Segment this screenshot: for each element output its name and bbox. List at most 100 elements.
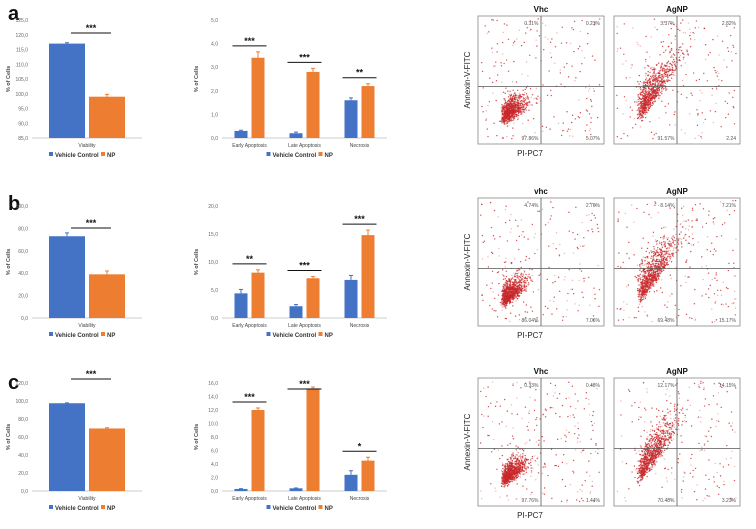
flow-event-dot	[631, 109, 633, 111]
flow-event-dot	[639, 92, 641, 94]
flow-event-dot	[659, 264, 661, 266]
flow-event-dot	[552, 242, 554, 245]
death-bar-vehicle	[289, 488, 303, 491]
flow-event-dot	[677, 51, 680, 54]
flow-event-dot	[572, 292, 575, 295]
flow-event-dot	[590, 219, 592, 222]
flow-event-dot	[642, 115, 644, 117]
flow-event-dot	[640, 296, 642, 298]
flow-event-dot	[579, 30, 582, 33]
flow-event-dot	[514, 289, 517, 291]
flow-event-dot	[670, 49, 673, 51]
flow-event-dot	[494, 487, 496, 489]
flow-event-dot	[682, 58, 685, 61]
flow-event-dot	[727, 287, 729, 290]
flow-event-dot	[678, 308, 680, 311]
flow-event-dot	[658, 263, 660, 266]
flow-event-dot	[708, 214, 710, 216]
flow-event-dot	[522, 111, 525, 113]
flow-event-dot	[725, 116, 727, 119]
flow-event-dot	[653, 79, 655, 81]
flow-event-dot	[669, 49, 671, 51]
flow-event-dot	[512, 107, 514, 109]
flow-event-dot	[528, 273, 530, 276]
flow-event-dot	[534, 233, 537, 235]
flow-event-dot	[491, 47, 493, 49]
flow-event-dot	[524, 88, 526, 91]
flow-event-dot	[504, 292, 507, 294]
flow-event-dot	[509, 113, 512, 115]
flow-event-dot	[667, 76, 669, 78]
flow-event-dot	[505, 275, 508, 278]
flow-event-dot	[651, 285, 653, 288]
flow-event-dot	[574, 118, 577, 120]
flow-event-dot	[587, 32, 589, 35]
flow-event-dot	[522, 274, 525, 277]
flow-event-dot	[678, 237, 680, 240]
flow-event-dot	[717, 289, 719, 292]
flow-event-dot	[501, 298, 503, 300]
flow-event-dot	[510, 120, 513, 122]
flow-event-dot	[733, 107, 735, 109]
flow-event-dot	[501, 273, 504, 276]
flow-event-dot	[639, 80, 642, 83]
flow-event-dot	[717, 79, 720, 81]
flow-event-dot	[661, 45, 664, 48]
flow-event-dot	[507, 102, 509, 105]
flow-event-dot	[658, 241, 661, 243]
flow-event-dot	[534, 132, 536, 134]
flow-event-dot	[701, 226, 704, 228]
flow-event-dot	[583, 280, 585, 282]
flow-event-dot	[666, 306, 668, 308]
flow-event-dot	[674, 35, 677, 37]
flow-event-dot	[622, 113, 624, 115]
flow-event-dot	[581, 19, 583, 22]
flow-event-dot	[716, 294, 719, 297]
flow-event-dot	[481, 70, 484, 73]
flow-event-dot	[573, 472, 575, 474]
flow-event-dot	[694, 204, 697, 206]
flow-event-dot	[626, 286, 628, 288]
flow-event-dot	[510, 95, 512, 98]
flow-event-dot	[523, 41, 525, 44]
flow-event-dot	[702, 122, 705, 124]
flow-event-dot	[662, 82, 664, 84]
death-y-tick: 10,0	[208, 260, 218, 266]
viability-y-tick: 60,0	[18, 435, 28, 441]
flow-event-dot	[689, 46, 692, 48]
legend-np-label: NP	[107, 333, 115, 339]
flow-event-dot	[654, 201, 656, 203]
flow-event-dot	[570, 121, 573, 124]
flow-event-dot	[501, 81, 503, 84]
viability-y-tick: 40,0	[18, 453, 28, 459]
flow-event-dot	[509, 90, 511, 93]
death-bar-np	[251, 57, 265, 139]
flow-event-dot	[660, 83, 662, 85]
flow-quadrant-label-lr: 7.06%	[586, 318, 601, 324]
flow-event-dot	[585, 109, 588, 111]
flow-event-dot	[548, 245, 550, 247]
flow-event-dot	[714, 302, 716, 304]
flow-event-dot	[657, 94, 659, 96]
flow-event-dot	[720, 303, 723, 305]
flow-event-dot	[616, 32, 618, 35]
flow-event-dot	[509, 94, 512, 97]
flow-event-dot	[670, 27, 672, 30]
flow-event-dot	[512, 458, 515, 460]
flow-event-dot	[680, 238, 683, 240]
flow-event-dot	[644, 95, 647, 98]
flow-event-dot	[652, 77, 655, 79]
flow-event-dot	[639, 45, 641, 47]
flow-event-dot	[628, 241, 630, 244]
flow-event-dot	[554, 46, 557, 48]
flow-event-dot	[510, 101, 512, 103]
flow-event-dot	[522, 108, 525, 110]
flow-event-dot	[630, 67, 632, 69]
flow-event-dot	[514, 95, 517, 97]
flow-event-dot	[652, 231, 655, 234]
flow-event-dot	[584, 130, 587, 132]
flow-event-dot	[701, 256, 703, 258]
flow-event-dot	[651, 75, 654, 77]
flow-event-dot	[716, 35, 719, 37]
flow-event-dot	[517, 103, 519, 106]
